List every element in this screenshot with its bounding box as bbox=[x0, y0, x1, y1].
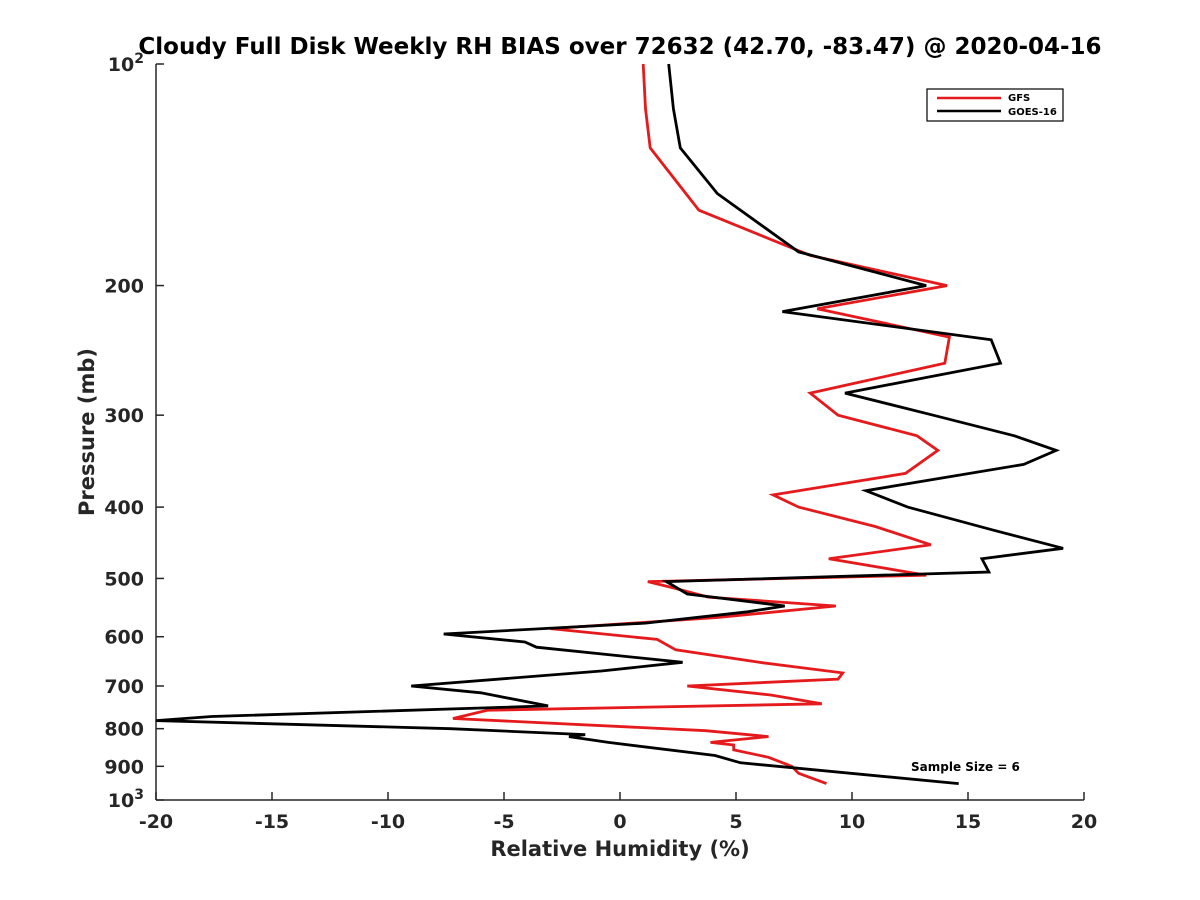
x-axis-title: Relative Humidity (%) bbox=[490, 837, 749, 861]
y-tick-label: 200 bbox=[104, 276, 144, 298]
y-tick-label: 400 bbox=[104, 497, 144, 519]
x-tick-label: 5 bbox=[729, 811, 742, 833]
x-tick-label: -15 bbox=[255, 811, 289, 833]
sample-size-annotation: Sample Size = 6 bbox=[911, 760, 1020, 774]
x-tick-label: 20 bbox=[1071, 811, 1097, 833]
x-tick-label: 10 bbox=[839, 811, 865, 833]
y-tick-label: 600 bbox=[104, 627, 144, 649]
x-tick-label: 15 bbox=[955, 811, 981, 833]
y-tick-label: 300 bbox=[104, 405, 144, 427]
y-tick-label: 102 bbox=[108, 51, 144, 76]
x-tick-label: -20 bbox=[139, 811, 173, 833]
legend: GFS GOES-16 bbox=[926, 88, 1064, 122]
y-tick-label: 800 bbox=[104, 719, 144, 741]
x-axis-ticks: -20 -15 -10 -5 0 5 10 15 20 bbox=[139, 792, 1097, 833]
y-tick-label: 900 bbox=[104, 756, 144, 778]
y-axis-ticks: 102 200 300 400 500 600 700 800 900 103 bbox=[104, 51, 164, 812]
y-axis-title: Pressure (mb) bbox=[75, 348, 99, 516]
x-tick-label: 0 bbox=[613, 811, 626, 833]
series-layer bbox=[155, 63, 1064, 785]
y-tick-label: 103 bbox=[108, 787, 144, 812]
x-tick-label: -5 bbox=[493, 811, 514, 833]
y-tick-label: 700 bbox=[104, 676, 144, 698]
x-tick-label: -10 bbox=[371, 811, 405, 833]
legend-box bbox=[926, 88, 1064, 122]
legend-label-gfs: GFS bbox=[1008, 93, 1030, 104]
chart-title: Cloudy Full Disk Weekly RH BIAS over 726… bbox=[138, 34, 1101, 60]
y-tick-label: 500 bbox=[104, 568, 144, 590]
legend-label-goes-16: GOES-16 bbox=[1008, 107, 1057, 118]
series-line-goes-16 bbox=[155, 63, 1064, 785]
